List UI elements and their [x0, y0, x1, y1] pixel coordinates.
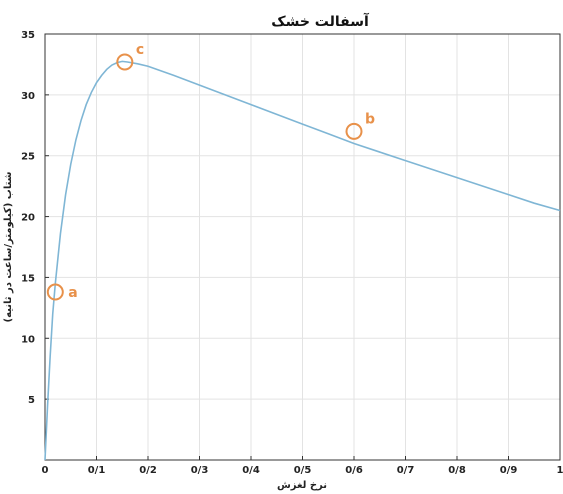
y-axis-title: شتاب (کیلومتر/ساعت در ثانیه) [3, 171, 14, 322]
annotation-label-c: c [136, 42, 144, 58]
x-tick-label: 1 [557, 465, 563, 476]
plot-frame [44, 33, 561, 461]
x-tick-label: 0/2 [139, 465, 157, 476]
grid [45, 34, 560, 460]
y-tick-label: 10 [21, 334, 35, 345]
y-tick-label: 30 [21, 91, 35, 102]
annotation-marker-b [345, 122, 363, 140]
x-tick-label: 0/7 [397, 465, 415, 476]
x-tick-label: 0/6 [345, 465, 363, 476]
x-tick-label: 0/5 [294, 465, 312, 476]
chart-title: آسفالت خشک [271, 12, 370, 30]
axes: 0 0/1 0/2 0/3 0/4 0/5 0/6 0/7 0/8 0/9 151015202530… [21, 30, 563, 476]
x-tick-label: 0/1 [88, 465, 106, 476]
series-line [44, 60, 561, 461]
x-tick-label: 0/8 [448, 465, 466, 476]
annotation-label-a: a [68, 285, 77, 301]
annotation-label-b: b [365, 111, 375, 127]
y-tick-label: 35 [21, 30, 35, 41]
x-tick-label: 0/4 [242, 465, 260, 476]
x-tick-label: 0 [42, 465, 49, 476]
y-tick-label: 25 [21, 152, 35, 163]
y-tick-label: 5 [28, 395, 35, 406]
x-tick-label: 0/9 [500, 465, 518, 476]
annotations: a c b [46, 42, 375, 301]
y-tick-label: 15 [21, 273, 35, 284]
x-tick-label: 0/3 [191, 465, 209, 476]
y-tick-label: 20 [21, 213, 35, 224]
series-layer [44, 60, 561, 461]
annotation-marker-c [116, 53, 134, 71]
annotation-marker-a [46, 283, 64, 301]
x-axis-title: نرخ لغزش [277, 480, 327, 491]
